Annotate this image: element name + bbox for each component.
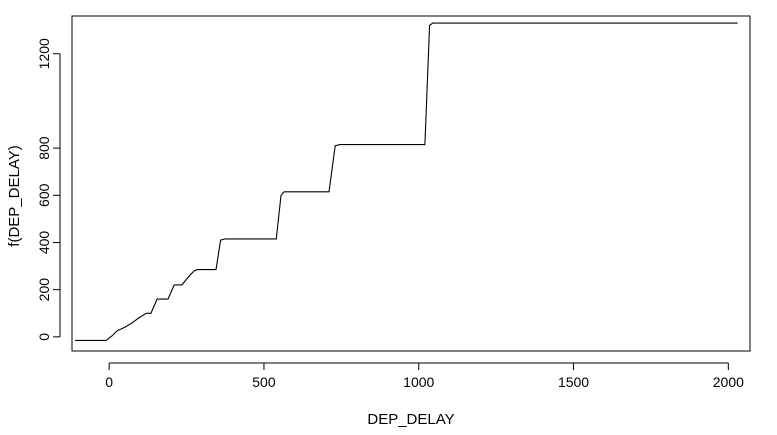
y-axis-label: f(DEP_DELAY) xyxy=(6,145,23,246)
y-axis: 0 200 400 600 800 1200 xyxy=(36,38,61,341)
series-line xyxy=(75,22,738,341)
x-tick-label: 0 xyxy=(105,374,113,390)
x-tick-label: 1500 xyxy=(558,374,589,390)
y-tick-label: 800 xyxy=(36,136,52,160)
plot-frame xyxy=(71,15,751,352)
y-tick-label: 1200 xyxy=(36,38,52,69)
y-tick-label: 600 xyxy=(36,183,52,207)
x-tick-label: 1000 xyxy=(403,374,434,390)
y-tick-label: 200 xyxy=(36,278,52,302)
y-tick-label: 400 xyxy=(36,231,52,255)
series-layer xyxy=(75,22,738,341)
x-axis: 0 500 1000 1500 2000 xyxy=(105,362,744,390)
y-tick-label: 0 xyxy=(36,333,52,341)
x-tick-label: 500 xyxy=(252,374,276,390)
x-axis-label: DEP_DELAY xyxy=(367,411,454,428)
x-tick-label: 2000 xyxy=(713,374,744,390)
